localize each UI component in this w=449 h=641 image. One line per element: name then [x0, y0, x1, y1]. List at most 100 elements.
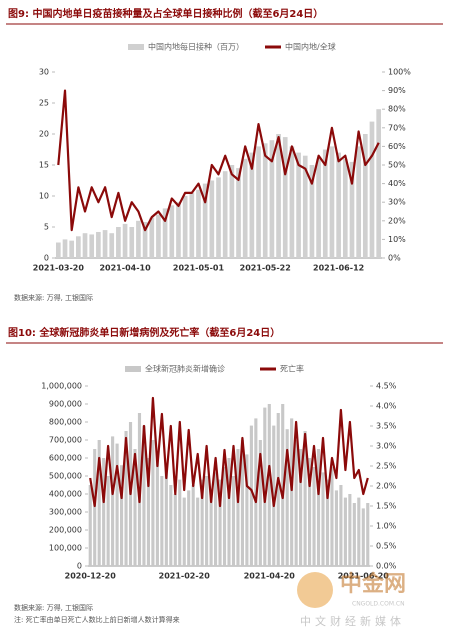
- bar: [330, 467, 334, 566]
- bar: [361, 508, 365, 566]
- watermark-name: 中金网: [340, 571, 406, 597]
- bar: [308, 458, 312, 566]
- bar: [178, 479, 182, 566]
- y2-tick-label: 3.5%: [376, 422, 397, 431]
- bar: [322, 149, 328, 258]
- y2-tick-label: 40%: [388, 179, 406, 188]
- y2-tick-label: 1.0%: [376, 522, 397, 531]
- bar: [321, 472, 325, 566]
- y-tick-label: 300,000: [49, 508, 82, 517]
- legend-label: 中国内地每日接种（百万）: [148, 42, 244, 52]
- bar: [299, 449, 303, 566]
- bar: [281, 404, 285, 566]
- bar: [357, 497, 361, 566]
- bar: [249, 425, 253, 566]
- bar: [182, 196, 188, 258]
- bar: [294, 440, 298, 566]
- y2-tick-label: 4.0%: [376, 402, 397, 411]
- bar: [116, 227, 121, 258]
- bar: [349, 161, 355, 258]
- bar: [214, 472, 218, 566]
- bar: [182, 497, 186, 566]
- bar: [209, 180, 215, 258]
- watermark: 中金网 CNGOLD.COM.CN 中文财经新媒体: [297, 571, 406, 628]
- bar: [162, 208, 168, 258]
- bar: [88, 485, 92, 566]
- bar: [69, 240, 75, 258]
- bar: [290, 418, 294, 566]
- y2-tick-label: 60%: [388, 142, 406, 151]
- bar: [236, 168, 241, 258]
- bar: [276, 134, 281, 258]
- bar: [196, 497, 200, 566]
- y2-tick-label: 90%: [388, 86, 406, 95]
- y2-tick-label: 20%: [388, 216, 406, 225]
- bar: [124, 431, 128, 566]
- bar: [229, 165, 235, 258]
- bar: [155, 454, 159, 566]
- watermark-site: CNGOLD.COM.CN: [352, 601, 405, 608]
- y-tick-label: 15: [39, 161, 49, 170]
- y2-tick-label: 0.0%: [376, 562, 397, 571]
- bar: [102, 458, 106, 566]
- bar: [93, 449, 97, 566]
- x-tick-label: 2021-03-20: [33, 264, 85, 273]
- bar: [56, 242, 61, 258]
- bar: [309, 165, 315, 258]
- y-tick-label: 600,000: [49, 454, 82, 463]
- y-tick-label: 30: [39, 68, 49, 77]
- bar: [267, 404, 271, 566]
- bar: [272, 425, 276, 566]
- y-tick-label: 700,000: [49, 436, 82, 445]
- bar: [169, 485, 173, 566]
- y-tick-label: 400,000: [49, 490, 82, 499]
- bar: [269, 140, 275, 258]
- legend-swatch: [125, 366, 141, 372]
- y2-tick-label: 3.0%: [376, 442, 397, 451]
- y2-tick-label: 10%: [388, 235, 406, 244]
- bar: [151, 440, 155, 566]
- bar: [106, 476, 110, 566]
- x-tick-label: 2021-04-20: [244, 572, 296, 581]
- bar: [133, 449, 137, 566]
- y-tick-label: 200,000: [49, 526, 82, 535]
- bar: [149, 217, 155, 258]
- note: 注: 死亡率由单日死亡人数比上前日新增人数计算得来: [14, 615, 180, 624]
- bar: [334, 490, 338, 566]
- y-tick-label: 0: [44, 254, 49, 263]
- bar: [236, 449, 240, 566]
- bar: [142, 425, 146, 566]
- bar: [352, 503, 356, 566]
- bar: [240, 440, 244, 566]
- bar: [173, 494, 177, 566]
- bar: [316, 449, 321, 566]
- bar: [202, 183, 208, 258]
- bar: [376, 109, 381, 258]
- bar: [329, 146, 335, 258]
- bar: [146, 458, 150, 566]
- bar: [285, 429, 289, 566]
- bar: [136, 220, 141, 258]
- bar: [343, 497, 347, 566]
- bar: [205, 476, 209, 566]
- y-tick-label: 100,000: [49, 544, 82, 553]
- bar: [218, 479, 222, 566]
- y-tick-label: 500,000: [49, 472, 82, 481]
- bar: [222, 171, 228, 258]
- bar: [62, 239, 68, 258]
- source: 数据来源: 万得, 工银国际: [14, 603, 93, 612]
- bar: [109, 233, 115, 258]
- bar: [366, 503, 370, 566]
- x-tick-label: 2021-04-10: [99, 264, 151, 273]
- bar: [249, 152, 255, 258]
- figure-title: 图10: 全球新冠肺炎单日新增病例及死亡率（截至6月24日）: [8, 326, 280, 339]
- bar: [189, 192, 195, 258]
- bar: [169, 205, 175, 258]
- bar: [303, 431, 307, 566]
- y-tick-label: 1,000,000: [41, 382, 82, 391]
- legend-label: 死亡率: [280, 364, 304, 374]
- x-tick-label: 2020-12-20: [65, 572, 117, 581]
- x-tick-label: 2021-06-20: [338, 572, 390, 581]
- y-tick-label: 5: [44, 223, 49, 232]
